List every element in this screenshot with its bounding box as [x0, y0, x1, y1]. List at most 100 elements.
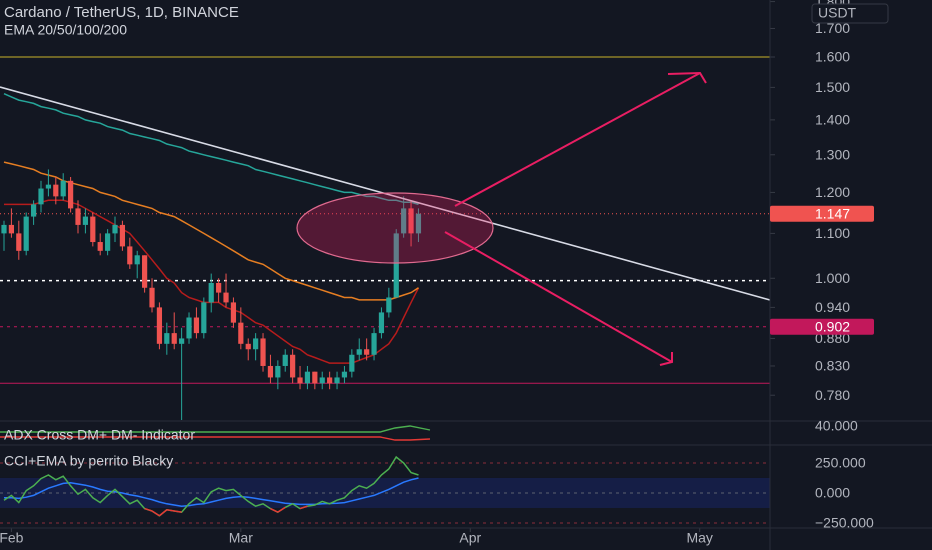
cci-low-segment — [166, 509, 175, 512]
candle-body — [364, 349, 370, 355]
chart-title: Cardano / TetherUS, 1D, BINANCE — [4, 4, 239, 21]
adx-title: ADX Cross DM+ DM- Indicator — [4, 427, 195, 443]
candle-body — [16, 233, 22, 251]
candle-body — [156, 307, 163, 344]
cci-low-segment — [144, 507, 153, 512]
candle-body — [68, 180, 74, 209]
indicator-legend: EMA 20/50/100/200 — [4, 22, 127, 38]
candle-body — [378, 312, 385, 334]
x-tick-label: Feb — [0, 530, 24, 546]
candle-body — [45, 184, 52, 189]
candle-body — [275, 365, 281, 378]
price-tag — [770, 205, 874, 222]
candle-body — [349, 354, 355, 372]
candle-body — [297, 377, 303, 384]
y-tick-label: 1.300 — [815, 146, 850, 162]
candle-body — [415, 213, 422, 234]
candle-body — [216, 282, 222, 293]
candle-body — [8, 224, 14, 234]
adx-tick-label: 40.000 — [815, 418, 858, 434]
candle-body — [253, 338, 259, 350]
arrow-down-head — [659, 352, 673, 366]
cci-tick-label: 0.000 — [815, 485, 850, 501]
cci-tick-label: 250.000 — [815, 455, 866, 471]
candle-body — [149, 287, 155, 308]
candle-body — [127, 246, 133, 265]
candle-body — [186, 317, 192, 339]
candle-body — [304, 371, 311, 384]
y-tick-label: 1.600 — [815, 49, 850, 65]
arrow-up — [454, 72, 701, 207]
price-tag — [770, 318, 874, 335]
y-tick-label: 0.940 — [815, 299, 850, 315]
candle-body — [53, 184, 59, 197]
candle-body — [223, 292, 229, 303]
candle-body — [371, 333, 377, 355]
candle-body — [193, 317, 200, 334]
arrow-down — [444, 231, 673, 363]
x-tick-label: Apr — [459, 530, 481, 546]
y-tick-label: 1.500 — [815, 79, 850, 95]
candle-body — [319, 377, 325, 384]
candle-body — [327, 377, 333, 384]
candle-body — [267, 365, 274, 378]
candle-body — [238, 322, 244, 344]
candle-body — [82, 216, 89, 225]
y-tick-label: 1.700 — [815, 20, 850, 36]
price-tag-label: 1.147 — [815, 205, 850, 221]
cci-low-segment — [158, 509, 168, 517]
candle-body — [179, 338, 185, 344]
cci-low-segment — [277, 506, 286, 513]
candle-body — [112, 224, 118, 234]
y-tick-label: 1.000 — [815, 270, 850, 286]
candle-body — [23, 216, 29, 251]
currency-label: USDT — [818, 5, 857, 21]
y-tick-label: 1.100 — [815, 225, 850, 241]
x-tick-label: Mar — [229, 530, 253, 546]
candle-body — [393, 233, 399, 298]
label-layer: Cardano / TetherUS, 1D, BINANCE EMA 20/5… — [0, 0, 889, 546]
cci-ema-line — [4, 477, 419, 507]
candle-body — [31, 204, 37, 217]
cci-line — [3, 455, 419, 517]
candle-body — [60, 180, 66, 197]
candle-body — [134, 255, 140, 265]
y-tick-label: 0.830 — [815, 358, 850, 374]
candle-body — [90, 216, 96, 243]
candle-body — [38, 188, 44, 205]
arrow-up-head — [667, 71, 707, 84]
highlight-ellipse — [296, 192, 494, 264]
adx-line — [0, 436, 431, 441]
adx-line — [0, 425, 431, 433]
cci-low-segment — [270, 507, 279, 513]
price-tag-label: 0.902 — [815, 319, 850, 335]
candle-body — [164, 333, 170, 344]
candle-body — [208, 282, 214, 303]
candle-body — [341, 371, 348, 378]
cci-low-segment — [299, 505, 308, 510]
candle-body — [282, 354, 288, 366]
arrows — [444, 71, 707, 366]
candle-body — [260, 338, 266, 366]
candle-body — [386, 297, 392, 313]
candle-body — [105, 233, 111, 251]
y-tick-label: 1.400 — [815, 112, 850, 128]
candle-body — [201, 302, 207, 334]
currency-box — [811, 3, 889, 24]
cci-tick-label: −250.000 — [815, 515, 874, 531]
candle-body — [230, 302, 237, 323]
candle-body — [245, 343, 251, 350]
candle-body — [356, 349, 362, 355]
candle-body — [142, 255, 148, 288]
candle-body — [290, 354, 296, 378]
candle-body — [401, 208, 407, 234]
cci-title: CCI+EMA by perrito Blacky — [4, 453, 173, 469]
candle-body — [1, 224, 7, 234]
ema-line — [3, 93, 419, 206]
candle-body — [334, 377, 340, 384]
x-tick-label: May — [686, 530, 712, 546]
candle-body — [119, 224, 126, 247]
y-tick-label: 1.200 — [815, 184, 850, 200]
